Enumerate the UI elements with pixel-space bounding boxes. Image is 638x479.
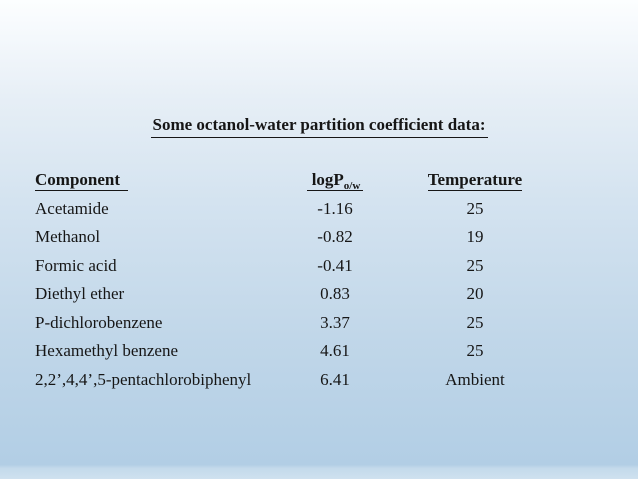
header-logp-main: logP	[311, 170, 344, 189]
page-title-text: Some octanol-water partition coefficient…	[150, 114, 488, 138]
temperature-cell: 19	[466, 227, 484, 246]
header-logp: logPo/w	[290, 166, 380, 195]
temperature-cell: 25	[466, 312, 484, 332]
logp-cell: 0.83	[320, 284, 350, 303]
table-row: Methanol -0.82 19	[0, 223, 638, 252]
logp-cell: -1.16	[317, 198, 353, 218]
table-header-row: Component logPo/w Temperature	[0, 166, 638, 195]
component-cell: Methanol	[35, 227, 101, 246]
header-temperature: Temperature	[427, 170, 523, 191]
logp-cell: 3.37	[320, 312, 350, 332]
component-cell: Diethyl ether	[35, 284, 125, 303]
header-component: Component	[0, 166, 290, 195]
table-body: Acetamide -1.16 25 Methanol -0.82 19 For…	[0, 195, 638, 395]
table-row: Formic acid -0.41 25	[0, 252, 638, 281]
component-cell: 2,2’,4,4’,5-pentachlorobiphenyl	[35, 369, 252, 389]
table-row: 2,2’,4,4’,5-pentachlorobiphenyl 6.41 Amb…	[0, 366, 638, 395]
temperature-cell: 25	[466, 198, 484, 218]
table-row: Diethyl ether 0.83 20	[0, 280, 638, 309]
temperature-cell: 25	[466, 341, 484, 360]
component-cell: Acetamide	[35, 198, 109, 218]
data-table: Component logPo/w Temperature Acetamide …	[0, 166, 638, 394]
table-row: Hexamethyl benzene 4.61 25	[0, 337, 638, 366]
temperature-cell: Ambient	[445, 369, 505, 389]
component-cell: Formic acid	[35, 255, 117, 275]
logp-cell: 4.61	[320, 341, 350, 360]
temperature-cell: 20	[466, 284, 484, 303]
logp-cell: 6.41	[320, 369, 350, 389]
header-logp-subscript: o/w	[343, 180, 361, 192]
component-cell: Hexamethyl benzene	[35, 341, 179, 360]
temperature-cell: 25	[466, 255, 484, 275]
page-title: Some octanol-water partition coefficient…	[0, 114, 638, 138]
table-row: Acetamide -1.16 25	[0, 195, 638, 224]
logp-cell: -0.82	[317, 227, 353, 246]
logp-cell: -0.41	[317, 255, 353, 275]
table-row: P-dichlorobenzene 3.37 25	[0, 309, 638, 338]
component-cell: P-dichlorobenzene	[35, 312, 163, 332]
